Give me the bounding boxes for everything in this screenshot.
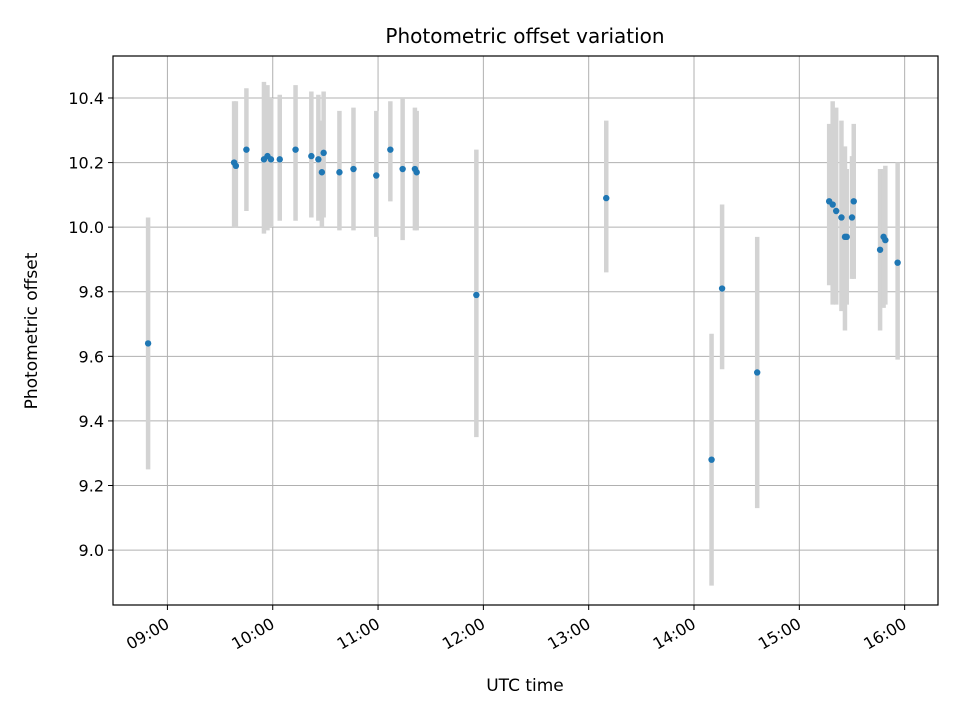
y-tick-label: 9.6 bbox=[79, 347, 104, 366]
y-tick-label: 10.2 bbox=[68, 154, 104, 173]
data-point bbox=[882, 236, 889, 244]
data-markers bbox=[144, 146, 901, 463]
y-tick-label: 9.2 bbox=[79, 477, 104, 496]
y-tick-label: 10.4 bbox=[68, 89, 104, 108]
data-point bbox=[387, 146, 394, 153]
data-point bbox=[829, 201, 836, 208]
data-point bbox=[315, 156, 322, 163]
data-point bbox=[876, 246, 884, 253]
data-point bbox=[373, 172, 380, 179]
plot-frame bbox=[112, 55, 939, 606]
chart-title: Photometric offset variation bbox=[385, 24, 664, 48]
data-point bbox=[144, 340, 152, 347]
y-axis-ticks: 9.0 9.2 9.4 9.6 9.8 10.0 10.2 10.4 bbox=[68, 89, 113, 560]
data-point bbox=[838, 214, 845, 221]
data-point bbox=[267, 156, 275, 163]
data-point bbox=[603, 194, 610, 202]
data-point bbox=[320, 149, 327, 157]
data-point bbox=[850, 198, 857, 205]
data-point bbox=[708, 456, 715, 463]
data-point bbox=[843, 233, 850, 241]
data-point bbox=[754, 369, 761, 376]
data-point bbox=[413, 169, 420, 176]
data-point bbox=[399, 165, 406, 173]
data-point bbox=[276, 156, 283, 163]
y-tick-label: 10.0 bbox=[68, 218, 104, 237]
y-axis-label: Photometric offset bbox=[22, 252, 42, 409]
y-tick-label: 9.8 bbox=[79, 283, 104, 302]
data-point bbox=[243, 146, 250, 153]
data-point bbox=[350, 165, 357, 173]
y-tick-label: 9.0 bbox=[79, 541, 104, 560]
data-point bbox=[308, 152, 315, 160]
data-point bbox=[292, 146, 299, 153]
data-point bbox=[848, 214, 856, 221]
data-point bbox=[832, 207, 840, 215]
x-axis-label: UTC time bbox=[486, 676, 564, 696]
data-point bbox=[318, 169, 326, 176]
grid bbox=[113, 56, 938, 605]
y-tick-label: 9.4 bbox=[79, 412, 104, 431]
data-point bbox=[232, 162, 240, 169]
data-point bbox=[473, 291, 480, 299]
data-point bbox=[894, 259, 901, 266]
data-point bbox=[336, 169, 343, 176]
data-point bbox=[718, 285, 726, 292]
